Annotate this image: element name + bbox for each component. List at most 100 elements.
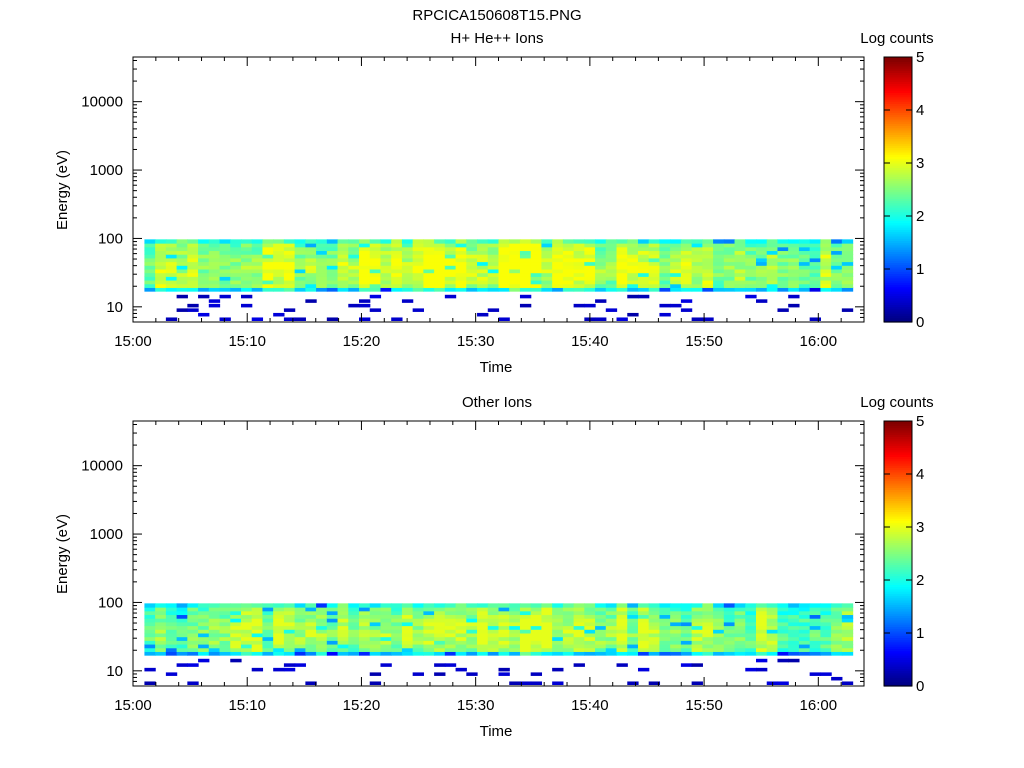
colorbar-segment <box>884 123 912 127</box>
spectrogram-cell <box>477 265 489 270</box>
spectrogram-cell <box>391 640 403 645</box>
spectrogram-cell <box>745 610 757 616</box>
spectrogram-cell <box>498 272 510 277</box>
spectrogram-cell <box>434 607 446 612</box>
spectrogram-cell <box>144 607 156 612</box>
spectrogram-cell <box>208 610 221 616</box>
spectrogram-cell <box>788 651 800 656</box>
spectrogram-cell <box>820 279 832 285</box>
spectrogram-cell <box>498 279 510 285</box>
spectrogram-sparse-cell <box>831 676 843 681</box>
colorbar-segment <box>884 659 912 663</box>
spectrogram-cell <box>809 636 821 641</box>
spectrogram-cell <box>530 257 543 263</box>
spectrogram-cell <box>702 629 714 634</box>
colorbar-segment <box>884 434 912 438</box>
spectrogram-cell <box>230 629 242 634</box>
spectrogram-cell <box>198 614 210 619</box>
colorbar-segment <box>884 560 912 563</box>
spectrogram-cell <box>573 254 585 259</box>
spectrogram-cell <box>444 265 457 270</box>
spectrogram-cell <box>659 618 671 623</box>
spectrogram-cell <box>455 625 467 630</box>
spectrogram-cell <box>316 283 328 288</box>
spectrogram-cell <box>251 272 264 277</box>
spectrogram-cell <box>294 625 306 630</box>
spectrogram-cell <box>841 276 854 281</box>
spectrogram-cell <box>262 239 274 244</box>
spectrogram-cells <box>144 239 854 321</box>
spectrogram-cell <box>359 618 371 623</box>
spectrogram-cell <box>605 614 618 619</box>
spectrogram-cell <box>841 607 854 612</box>
spectrogram-cell <box>766 250 779 255</box>
spectrogram-cell <box>434 647 446 652</box>
spectrogram-cell <box>702 257 714 263</box>
spectrogram-cell <box>477 254 489 259</box>
spectrogram-cell <box>691 254 703 259</box>
spectrogram-cell <box>198 265 210 270</box>
spectrogram-cell <box>251 246 264 252</box>
spectrogram-cell <box>616 640 628 645</box>
spectrogram-cell <box>262 254 274 259</box>
spectrogram-cell <box>144 625 156 630</box>
spectrogram-cell <box>251 261 264 266</box>
spectrogram-cell <box>176 272 188 277</box>
colorbar-segment <box>884 591 912 594</box>
spectrogram-cell <box>605 607 618 612</box>
colorbar-segment <box>884 264 912 268</box>
spectrogram-cell <box>627 636 639 641</box>
spectrogram-cell <box>455 640 467 645</box>
spectrogram-cell <box>401 246 414 252</box>
spectrogram-cell <box>541 621 553 627</box>
spectrogram-cell <box>401 651 414 656</box>
spectrogram-cell <box>498 283 510 288</box>
spectrogram-cell <box>616 643 628 649</box>
spectrogram-cell <box>294 239 306 244</box>
colorbar-segment <box>884 429 912 433</box>
spectrogram-cell <box>680 632 693 638</box>
spectrogram-cell <box>573 276 585 281</box>
spectrogram-cell <box>691 243 703 248</box>
spectrogram-cell <box>176 287 188 292</box>
colorbar-segment <box>884 231 912 235</box>
colorbar-segment <box>884 238 912 241</box>
spectrogram-cell <box>251 632 264 638</box>
spectrogram-cell <box>595 636 607 641</box>
spectrogram-cell <box>745 607 757 612</box>
spectrogram-cell <box>198 261 210 266</box>
spectrogram-cell <box>466 636 478 641</box>
colorbar-frame <box>883 420 913 687</box>
spectrogram-cell <box>251 643 264 649</box>
spectrogram-cell <box>477 268 489 274</box>
spectrogram-cell <box>573 250 585 255</box>
spectrogram-cell <box>455 250 467 255</box>
spectrogram-cell <box>423 610 435 616</box>
spectrogram-cell <box>434 250 446 255</box>
spectrogram-cell <box>477 279 489 285</box>
spectrogram-cell <box>198 279 210 285</box>
spectrogram-cell <box>530 643 543 649</box>
spectrogram-cell <box>240 287 253 292</box>
spectrogram-cell <box>423 625 435 630</box>
spectrogram-cell <box>562 254 575 259</box>
spectrogram-cell <box>691 250 703 255</box>
colorbar-segment <box>884 249 912 252</box>
spectrogram-cell <box>155 647 167 652</box>
spectrogram-cell <box>359 279 371 285</box>
spectrogram-cell <box>401 632 414 638</box>
spectrogram-cell <box>326 250 339 255</box>
spectrogram-cell <box>487 625 500 630</box>
spectrogram-cell <box>434 279 446 285</box>
spectrogram-cell <box>713 257 725 263</box>
spectrogram-cell <box>605 643 618 649</box>
spectrogram-cell <box>798 276 811 281</box>
spectrogram-cell <box>230 636 242 641</box>
spectrogram-cell <box>444 276 457 281</box>
spectrogram-cell <box>487 283 500 288</box>
spectrogram-cell <box>262 607 274 612</box>
spectrogram-cell <box>616 265 628 270</box>
colorbar-segment <box>884 96 912 100</box>
spectrogram-cell <box>230 647 242 652</box>
colorbar-segment <box>884 471 912 475</box>
